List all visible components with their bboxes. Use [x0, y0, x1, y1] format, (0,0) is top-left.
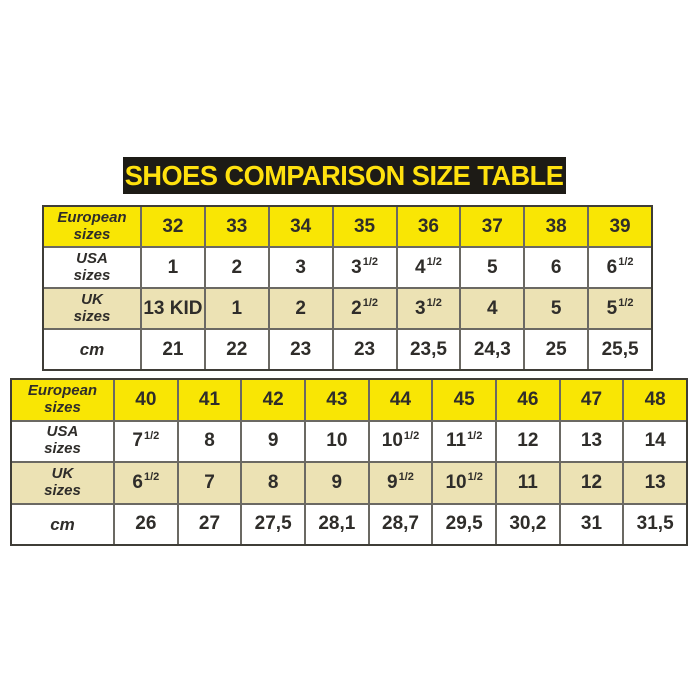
- row-header-usa: USA sizes: [44, 248, 140, 287]
- row-header-euro: European sizes: [44, 207, 140, 246]
- table-cell-usa: 6: [525, 248, 588, 287]
- table-cell-uk: 3 1/2: [397, 289, 460, 328]
- table-cell-usa: 1: [142, 248, 204, 287]
- table-cell-uk: 13: [624, 463, 686, 503]
- table-cell-cm: 21: [142, 330, 204, 369]
- table-cell-uk: 12: [560, 463, 623, 503]
- table-cell-uk: 2: [269, 289, 332, 328]
- table-cell-euro: 45: [433, 380, 495, 420]
- table-cell-usa: 5: [461, 248, 524, 287]
- table-cell-uk: 5: [525, 289, 588, 328]
- table-cell-euro: 47: [560, 380, 623, 420]
- table-cell-euro: 35: [333, 207, 396, 246]
- table-cell-cm: 31,5: [624, 504, 686, 544]
- table-cell-usa: 9: [242, 421, 304, 461]
- table-cell-euro: 38: [525, 207, 588, 246]
- table-cell-euro: 44: [369, 380, 432, 420]
- table-cell-uk: 9: [306, 463, 368, 503]
- table-cell-euro: 40: [115, 380, 177, 420]
- table-cell-euro: 39: [589, 207, 651, 246]
- table-cell-cm: 23,5: [397, 330, 460, 369]
- page-title: SHOES COMPARISON SIZE TABLE: [125, 159, 564, 191]
- table-cell-uk: 6 1/2: [115, 463, 177, 503]
- table-cell-cm: 25: [525, 330, 588, 369]
- table-cell-usa: 7 1/2: [115, 421, 177, 461]
- table-cell-euro: 33: [205, 207, 268, 246]
- row-header-usa: USA sizes: [12, 421, 113, 461]
- table-cell-uk: 5 1/2: [589, 289, 651, 328]
- table-cell-cm: 30,2: [497, 504, 559, 544]
- table-cell-cm: 22: [205, 330, 268, 369]
- table-cell-usa: 3: [269, 248, 332, 287]
- table-cell-usa: 3 1/2: [333, 248, 396, 287]
- table-cell-cm: 29,5: [433, 504, 495, 544]
- table-cell-uk: 9 1/2: [369, 463, 432, 503]
- table-cell-euro: 32: [142, 207, 204, 246]
- table-cell-uk: 4: [461, 289, 524, 328]
- table-cell-euro: 42: [242, 380, 304, 420]
- table-cell-uk: 1: [205, 289, 268, 328]
- table-cell-uk: 7: [178, 463, 241, 503]
- table-cell-cm: 23: [269, 330, 332, 369]
- table-cell-usa: 11 1/2: [433, 421, 495, 461]
- row-header-euro: European sizes: [12, 380, 113, 420]
- table-cell-usa: 10 1/2: [369, 421, 432, 461]
- table-cell-cm: 23: [333, 330, 396, 369]
- table-cell-usa: 10: [306, 421, 368, 461]
- table-cell-cm: 27,5: [242, 504, 304, 544]
- table-cell-euro: 36: [397, 207, 460, 246]
- table-cell-usa: 2: [205, 248, 268, 287]
- table-cell-euro: 41: [178, 380, 241, 420]
- title-bar: SHOES COMPARISON SIZE TABLE: [123, 157, 566, 194]
- table-cell-uk: 2 1/2: [333, 289, 396, 328]
- row-header-cm: cm: [44, 330, 140, 369]
- table-cell-cm: 27: [178, 504, 241, 544]
- table-cell-euro: 37: [461, 207, 524, 246]
- table-cell-usa: 8: [178, 421, 241, 461]
- table-cell-uk: 13 KID: [142, 289, 204, 328]
- table-cell-usa: 4 1/2: [397, 248, 460, 287]
- table-cell-usa: 6 1/2: [589, 248, 651, 287]
- row-header-uk: UK sizes: [44, 289, 140, 328]
- size-table-eu-40-48: European sizes 40 41 42 43 44 45 46 47 48 USA sizes 7…: [10, 378, 688, 546]
- table-cell-usa: 12: [497, 421, 559, 461]
- table-cell-cm: 24,3: [461, 330, 524, 369]
- table-cell-cm: 28,7: [369, 504, 432, 544]
- table-cell-cm: 31: [560, 504, 623, 544]
- row-header-uk: UK sizes: [12, 463, 113, 503]
- table-cell-euro: 48: [624, 380, 686, 420]
- table-cell-usa: 14: [624, 421, 686, 461]
- table-cell-cm: 26: [115, 504, 177, 544]
- table-cell-cm: 25,5: [589, 330, 651, 369]
- size-table-eu-32-39: European sizes 32 33 34 35 36 37 38 39 USA sizes 1 2 3…: [42, 205, 653, 371]
- table-cell-usa: 13: [560, 421, 623, 461]
- table-cell-uk: 10 1/2: [433, 463, 495, 503]
- table-cell-euro: 34: [269, 207, 332, 246]
- table-cell-euro: 46: [497, 380, 559, 420]
- table-cell-uk: 8: [242, 463, 304, 503]
- table-cell-euro: 43: [306, 380, 368, 420]
- row-header-cm: cm: [12, 504, 113, 544]
- table-cell-cm: 28,1: [306, 504, 368, 544]
- table-cell-uk: 11: [497, 463, 559, 503]
